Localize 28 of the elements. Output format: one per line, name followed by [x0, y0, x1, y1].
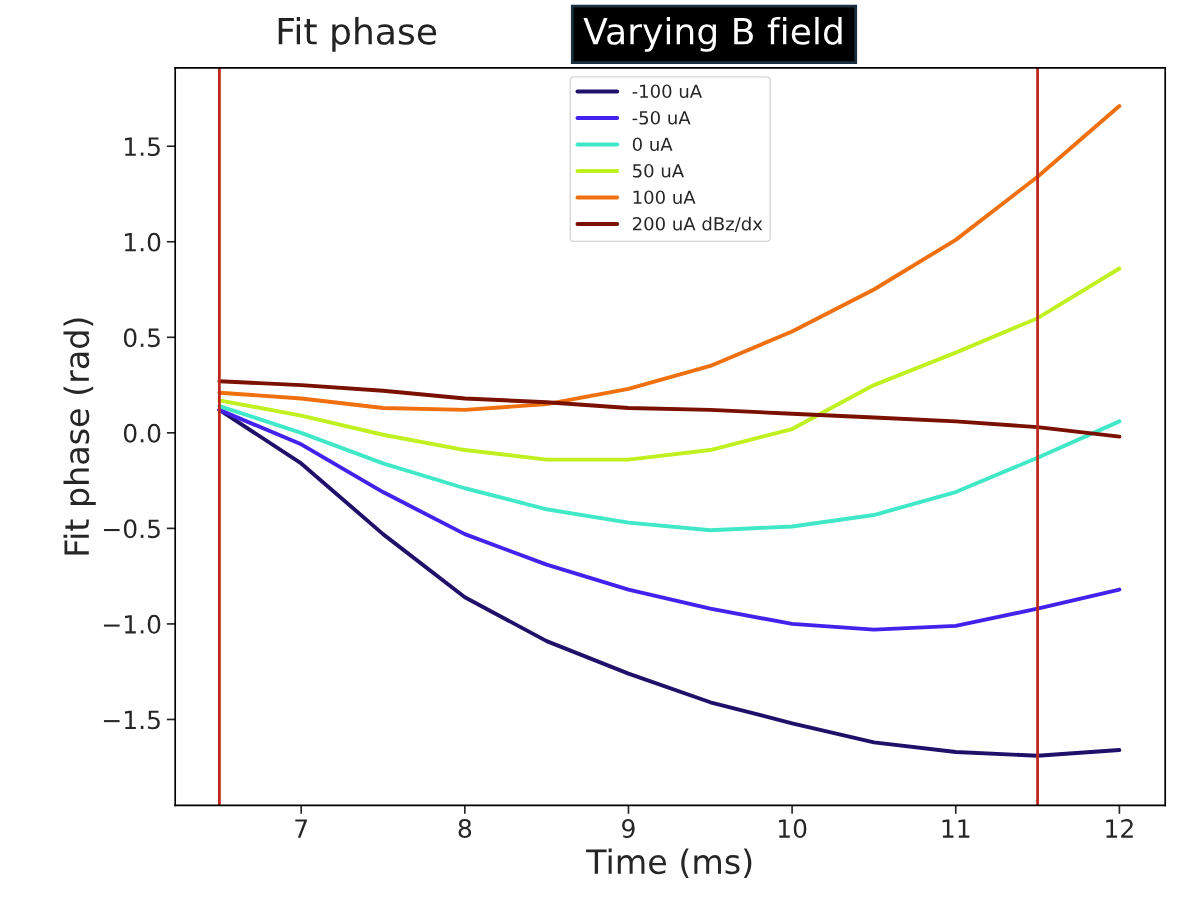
line-series [217, 404, 1122, 533]
y-axis-title: Fit phase (rad) [63, 318, 96, 555]
x-axis-title: Time (ms) [586, 848, 752, 879]
legend-label: 50 uA [633, 163, 684, 178]
x-tick-label: 8 [458, 819, 472, 838]
legend-label: 0 uA [632, 137, 673, 152]
y-tick-label: 1.5 [124, 137, 160, 157]
y-tick-label: 1.0 [124, 232, 161, 252]
chart-title: Fit phase [278, 16, 437, 52]
x-tick-label: 7 [295, 819, 308, 838]
line-series [217, 266, 1122, 462]
x-tick-label: 12 [1106, 819, 1133, 838]
y-tick-label: −0.5 [103, 519, 160, 539]
legend-label: 200 uA dBz/dx [632, 216, 763, 233]
x-tick-label: 11 [942, 819, 970, 838]
y-tick-label: 0.0 [123, 423, 161, 443]
line-series [217, 379, 1122, 439]
legend-label: 100 uA [633, 190, 696, 205]
line-series [217, 407, 1122, 632]
y-tick-label: −1.0 [103, 614, 161, 634]
x-tick-label: 9 [622, 819, 635, 838]
x-tick-label: 10 [778, 819, 807, 838]
y-tick-label: −1.5 [103, 710, 160, 730]
legend-label: -100 uA [632, 84, 702, 99]
chart-subtitle: Varying B field [583, 16, 842, 52]
line-series [217, 104, 1122, 412]
y-tick-label: 0.5 [123, 328, 160, 348]
legend-label: -50 uA [632, 110, 691, 125]
